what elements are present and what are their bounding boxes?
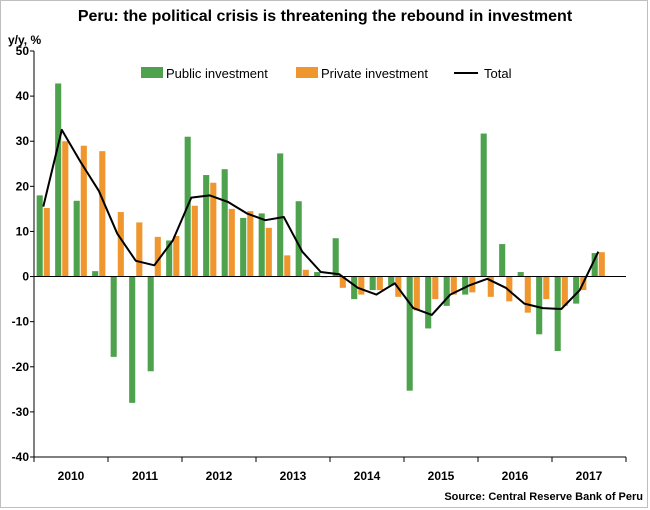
private-investment-bar bbox=[432, 276, 439, 300]
private-investment-bar bbox=[99, 151, 106, 277]
chart-title: Peru: the political crisis is threatenin… bbox=[78, 8, 573, 25]
private-investment-bar bbox=[413, 276, 420, 311]
private-investment-bar bbox=[561, 276, 568, 306]
public-investment-bar bbox=[480, 133, 487, 277]
public-investment-bar bbox=[517, 272, 524, 277]
y-tick-label: 20 bbox=[16, 179, 30, 193]
private-investment-bar bbox=[302, 269, 309, 277]
private-investment-bar bbox=[62, 141, 69, 277]
public-investment-bar bbox=[332, 238, 339, 277]
y-tick-label: -40 bbox=[12, 450, 30, 464]
public-investment-bar bbox=[55, 83, 62, 277]
y-tick-label: 40 bbox=[16, 89, 30, 103]
legend-total-label: Total bbox=[484, 66, 512, 81]
private-investment-bar bbox=[80, 145, 87, 277]
public-investment-bar bbox=[36, 195, 43, 277]
total-line bbox=[42, 128, 600, 316]
public-investment-bar bbox=[110, 276, 117, 357]
public-investment-bar bbox=[369, 276, 376, 291]
private-investment-bar bbox=[43, 207, 50, 277]
public-investment-bar bbox=[554, 276, 561, 351]
y-axis-label: y/y, % bbox=[8, 33, 41, 47]
public-investment-bar bbox=[277, 153, 284, 277]
x-year-label: 2012 bbox=[206, 469, 233, 483]
x-year-label: 2010 bbox=[58, 469, 85, 483]
y-tick-label: -30 bbox=[12, 405, 30, 419]
public-investment-bar bbox=[295, 201, 302, 277]
private-investment-bars bbox=[43, 141, 605, 313]
public-investment-bar bbox=[573, 276, 580, 304]
private-investment-bar bbox=[265, 227, 272, 277]
y-tick-label: -10 bbox=[12, 315, 30, 329]
private-investment-bar bbox=[191, 205, 198, 277]
private-investment-bar bbox=[358, 276, 365, 295]
legend-public-swatch bbox=[141, 67, 163, 78]
y-tick-label: 0 bbox=[22, 270, 29, 284]
private-investment-bar bbox=[598, 252, 605, 277]
y-tick-label: -20 bbox=[12, 360, 30, 374]
private-investment-bar bbox=[524, 276, 531, 313]
public-investment-bar bbox=[536, 276, 543, 335]
public-investment-bar bbox=[129, 276, 136, 403]
private-investment-bar bbox=[154, 236, 161, 277]
axes bbox=[30, 50, 627, 462]
x-year-label: 2014 bbox=[354, 469, 381, 483]
legend-private-label: Private investment bbox=[321, 66, 428, 81]
public-investment-bar bbox=[203, 175, 210, 277]
private-investment-bar bbox=[376, 276, 383, 291]
legend: Public investment Private investment Tot… bbox=[141, 66, 512, 81]
y-tick-label: 30 bbox=[16, 134, 30, 148]
public-investment-bar bbox=[351, 276, 358, 300]
private-investment-bar bbox=[210, 182, 217, 277]
private-investment-bar bbox=[228, 208, 235, 277]
public-investment-bar bbox=[147, 276, 154, 372]
x-year-label: 2017 bbox=[576, 469, 603, 483]
public-investment-bars bbox=[36, 83, 598, 403]
public-investment-bar bbox=[462, 276, 469, 295]
y-axis-ticks: 50 40 30 20 10 0 -10 -20 -30 -40 bbox=[12, 44, 30, 464]
private-investment-bar bbox=[136, 222, 143, 277]
private-investment-bar bbox=[339, 276, 346, 288]
total-line-series bbox=[42, 128, 600, 316]
public-investment-bar bbox=[499, 244, 506, 277]
private-investment-bar bbox=[450, 276, 457, 295]
x-year-label: 2011 bbox=[132, 469, 158, 483]
public-investment-bar bbox=[314, 272, 321, 277]
public-investment-bar bbox=[92, 271, 99, 277]
public-investment-bar bbox=[443, 276, 450, 306]
public-investment-bar bbox=[240, 217, 247, 277]
public-investment-bar bbox=[73, 200, 80, 277]
public-investment-bar bbox=[166, 240, 173, 277]
public-investment-bar bbox=[258, 213, 265, 277]
public-investment-bar bbox=[591, 253, 598, 277]
public-investment-bar bbox=[221, 169, 228, 277]
private-investment-bar bbox=[487, 276, 494, 297]
private-investment-bar bbox=[543, 276, 550, 300]
private-investment-bar bbox=[173, 235, 180, 277]
x-axis-year-labels: 2010 2011 2012 2013 2014 2015 2016 2017 bbox=[58, 469, 603, 483]
y-tick-label: 50 bbox=[16, 44, 30, 58]
private-investment-bar bbox=[247, 211, 254, 277]
x-year-label: 2015 bbox=[428, 469, 455, 483]
private-investment-bar bbox=[506, 276, 513, 302]
legend-private-swatch bbox=[296, 67, 318, 78]
public-investment-bar bbox=[406, 276, 413, 391]
source-note: Source: Central Reserve Bank of Peru bbox=[444, 491, 643, 503]
y-tick-label: 10 bbox=[16, 224, 30, 238]
x-year-label: 2013 bbox=[280, 469, 307, 483]
public-investment-bar bbox=[425, 276, 432, 329]
private-investment-bar bbox=[117, 212, 124, 277]
private-investment-bar bbox=[284, 255, 291, 277]
x-year-label: 2016 bbox=[502, 469, 529, 483]
legend-public-label: Public investment bbox=[166, 66, 268, 81]
public-investment-bar bbox=[388, 276, 395, 286]
